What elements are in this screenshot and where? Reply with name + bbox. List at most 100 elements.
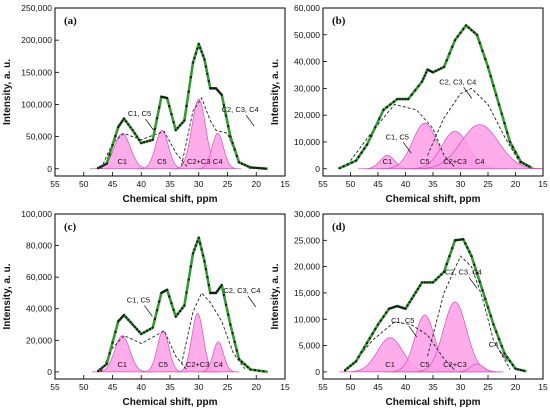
y-tick-label: 30,000 <box>294 209 320 219</box>
y-axis-title: Intensity, a. u. <box>2 59 13 125</box>
measured-point <box>148 139 152 142</box>
measured-point <box>233 340 236 344</box>
measured-point <box>189 265 193 268</box>
measured-point <box>497 103 501 106</box>
x-tick-label: 20 <box>252 382 262 392</box>
peak-label: C1 <box>117 157 127 166</box>
measured-point <box>257 369 261 372</box>
measured-point <box>264 167 267 170</box>
measured-point <box>158 300 161 303</box>
measured-point <box>253 166 257 169</box>
x-axis-title: Chemical shift, ppm <box>122 397 217 408</box>
envelope-2 <box>181 292 246 370</box>
measured-point <box>445 59 448 62</box>
measured-point <box>155 309 159 312</box>
x-tick-label: 15 <box>280 179 290 189</box>
measured-point <box>466 246 469 249</box>
panel-label: (a) <box>64 15 77 27</box>
measured-point <box>514 367 517 370</box>
peak-label: C2+C3 <box>443 157 467 166</box>
measured-point <box>338 167 341 170</box>
measured-point <box>434 278 437 281</box>
measured-point <box>404 97 407 101</box>
measured-point <box>249 368 252 371</box>
y-tick-label: 100,000 <box>21 209 52 219</box>
measured-point <box>489 314 492 318</box>
measured-point <box>416 287 420 291</box>
measured-point <box>176 312 180 316</box>
measured-point <box>374 327 377 331</box>
x-tick-label: 55 <box>318 382 328 392</box>
measured-point <box>489 75 492 78</box>
measured-point <box>396 97 399 101</box>
measured-point <box>251 166 254 169</box>
measured-point <box>194 52 198 55</box>
annotation-arrow <box>402 142 412 154</box>
measured-point <box>108 352 111 355</box>
measured-point <box>470 28 473 32</box>
measured-point <box>431 71 435 74</box>
measured-point <box>484 57 487 61</box>
measured-point <box>137 138 141 142</box>
measured-point <box>422 77 425 80</box>
measured-point <box>224 303 228 306</box>
measured-point <box>262 167 265 170</box>
x-tick-label: 25 <box>223 179 233 189</box>
measured-point <box>99 368 102 371</box>
panel-label: (d) <box>332 221 346 233</box>
measured-point <box>385 105 389 109</box>
measured-point <box>357 355 360 358</box>
measured-point <box>203 260 206 263</box>
plot-area <box>89 42 268 171</box>
measured-point <box>396 304 399 308</box>
measured-point <box>464 24 468 27</box>
y-tick-label: 20,000 <box>294 110 320 120</box>
x-tick-label: 50 <box>79 382 89 392</box>
measured-point <box>140 332 143 336</box>
measured-point <box>495 93 498 97</box>
measured-point <box>424 71 428 74</box>
measured-point <box>103 364 106 367</box>
measured-point <box>468 250 471 254</box>
measured-point <box>103 163 106 166</box>
measured-point <box>127 123 130 126</box>
x-tick-label: 35 <box>428 382 438 392</box>
measured-point <box>255 166 259 170</box>
measured-point <box>522 162 525 165</box>
measured-point <box>437 68 440 71</box>
plot-area <box>339 237 527 373</box>
measured-point <box>206 72 209 76</box>
measured-point <box>442 65 446 69</box>
measured-point <box>357 155 360 158</box>
measured-point <box>379 319 382 322</box>
measured-point <box>442 270 446 274</box>
measured-point <box>194 244 198 247</box>
measured-point <box>514 150 517 154</box>
y-tick-label: 0 <box>47 367 52 377</box>
annotation-arrow <box>408 325 418 338</box>
x-tick-label: 30 <box>194 179 204 189</box>
measured-point <box>500 112 503 116</box>
measured-point <box>462 238 465 241</box>
measured-point <box>253 368 257 372</box>
measured-point <box>151 326 154 329</box>
measured-point <box>201 54 205 57</box>
x-tick-label: 25 <box>223 382 233 392</box>
measured-point <box>492 323 495 326</box>
measured-point <box>198 46 202 50</box>
measured-point <box>414 291 418 294</box>
measured-point <box>508 140 512 144</box>
y-tick-label: 50,000 <box>26 132 52 142</box>
measured-point <box>262 370 265 373</box>
measured-point <box>417 84 420 88</box>
measured-point <box>148 328 152 331</box>
measured-point <box>404 307 407 310</box>
annotation-arrow <box>247 295 257 308</box>
annotation-label: C2, C3, C4 <box>439 77 476 86</box>
measured-point <box>133 132 136 135</box>
measured-point <box>214 291 218 295</box>
measured-point <box>519 368 523 372</box>
measured-point <box>475 33 479 36</box>
measured-point <box>129 320 132 324</box>
